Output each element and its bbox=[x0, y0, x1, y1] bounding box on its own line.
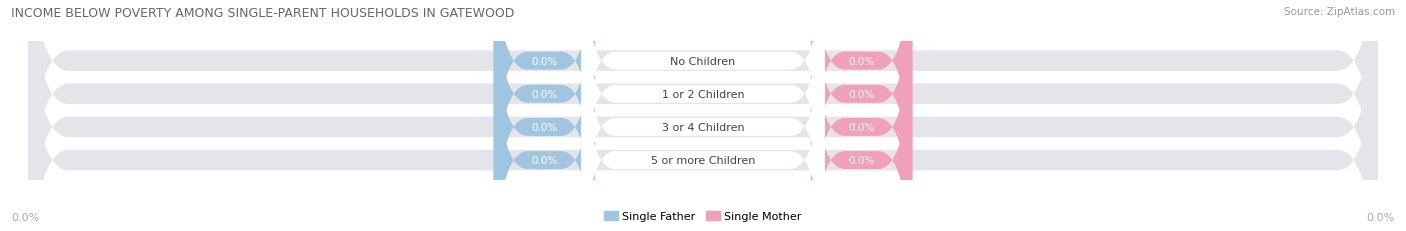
Text: Source: ZipAtlas.com: Source: ZipAtlas.com bbox=[1284, 7, 1395, 17]
FancyBboxPatch shape bbox=[582, 0, 824, 231]
Text: 0.0%: 0.0% bbox=[1367, 212, 1395, 222]
FancyBboxPatch shape bbox=[582, 4, 824, 231]
FancyBboxPatch shape bbox=[28, 0, 1378, 231]
Text: 0.0%: 0.0% bbox=[11, 212, 39, 222]
FancyBboxPatch shape bbox=[494, 0, 595, 217]
FancyBboxPatch shape bbox=[582, 0, 824, 231]
FancyBboxPatch shape bbox=[811, 4, 912, 231]
FancyBboxPatch shape bbox=[811, 0, 912, 231]
Text: 0.0%: 0.0% bbox=[848, 155, 875, 165]
Text: 0.0%: 0.0% bbox=[531, 89, 558, 99]
Text: 1 or 2 Children: 1 or 2 Children bbox=[662, 89, 744, 99]
Text: 0.0%: 0.0% bbox=[848, 89, 875, 99]
Text: INCOME BELOW POVERTY AMONG SINGLE-PARENT HOUSEHOLDS IN GATEWOOD: INCOME BELOW POVERTY AMONG SINGLE-PARENT… bbox=[11, 7, 515, 20]
FancyBboxPatch shape bbox=[811, 0, 912, 231]
FancyBboxPatch shape bbox=[811, 0, 912, 217]
Text: 0.0%: 0.0% bbox=[531, 56, 558, 66]
FancyBboxPatch shape bbox=[494, 0, 595, 231]
Text: 0.0%: 0.0% bbox=[848, 122, 875, 132]
FancyBboxPatch shape bbox=[582, 0, 824, 217]
FancyBboxPatch shape bbox=[494, 0, 595, 231]
Text: No Children: No Children bbox=[671, 56, 735, 66]
Text: 5 or more Children: 5 or more Children bbox=[651, 155, 755, 165]
Legend: Single Father, Single Mother: Single Father, Single Mother bbox=[600, 206, 806, 225]
Text: 0.0%: 0.0% bbox=[531, 155, 558, 165]
FancyBboxPatch shape bbox=[28, 0, 1378, 231]
FancyBboxPatch shape bbox=[494, 4, 595, 231]
FancyBboxPatch shape bbox=[28, 0, 1378, 231]
FancyBboxPatch shape bbox=[28, 0, 1378, 231]
Text: 0.0%: 0.0% bbox=[531, 122, 558, 132]
Text: 3 or 4 Children: 3 or 4 Children bbox=[662, 122, 744, 132]
Text: 0.0%: 0.0% bbox=[848, 56, 875, 66]
